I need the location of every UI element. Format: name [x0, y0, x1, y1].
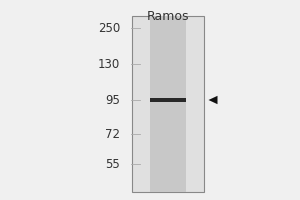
Bar: [150, 98, 186, 102]
Text: Ramos: Ramos: [147, 10, 189, 23]
Text: 55: 55: [105, 158, 120, 170]
Text: 72: 72: [105, 128, 120, 141]
Text: 95: 95: [105, 94, 120, 106]
Text: 250: 250: [98, 21, 120, 34]
Text: 130: 130: [98, 58, 120, 71]
Bar: [150, 16, 186, 192]
Bar: [132, 16, 204, 192]
Polygon shape: [208, 96, 217, 104]
